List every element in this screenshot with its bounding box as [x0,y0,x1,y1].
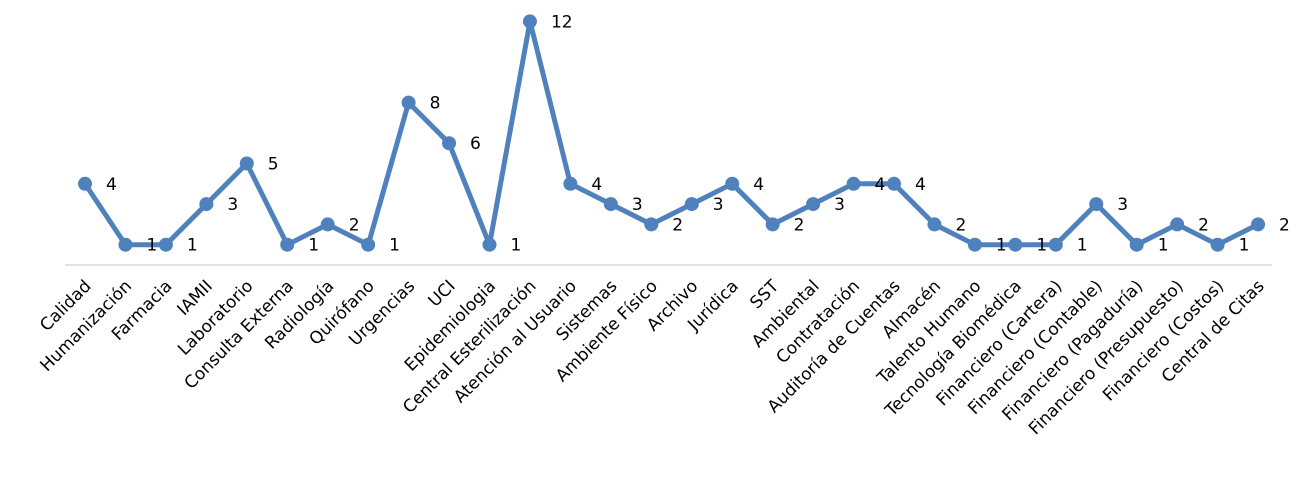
data-label: 3 [632,195,643,215]
data-label: 2 [955,215,966,235]
data-label: 1 [1239,236,1250,256]
data-point [482,237,497,252]
data-point [361,237,376,252]
data-label: 3 [227,195,238,215]
data-label: 3 [1117,195,1128,215]
category-tick-labels: CalidadHumanizaciónFarmaciaIAMIILaborato… [36,276,1268,439]
data-label: 1 [1158,236,1169,256]
data-point [563,176,578,191]
series-group [78,14,1266,252]
data-point [1048,237,1063,252]
data-point [239,156,254,171]
data-point [1089,197,1104,212]
data-label: 1 [1036,236,1047,256]
data-label: 5 [268,155,279,175]
data-point [765,217,780,232]
data-label: 6 [470,134,481,154]
data-point [644,217,659,232]
data-point [806,197,821,212]
series-line [82,18,1261,248]
data-point [78,176,92,191]
data-label: 2 [794,215,805,235]
data-label: 2 [1198,215,1209,235]
data-point [522,14,537,29]
data-label: 3 [713,195,724,215]
data-point [401,95,416,110]
data-point [1170,217,1185,232]
data-point [927,217,942,232]
data-label: 12 [551,12,573,32]
data-label: 4 [915,175,926,195]
data-point [684,197,699,212]
data-label: 1 [389,236,400,256]
data-label: 2 [1279,215,1290,235]
data-label: 8 [430,94,441,114]
data-point [1008,237,1023,252]
data-point [887,176,901,191]
data-label: 4 [591,175,602,195]
data-point [603,197,618,212]
data-label: 1 [187,236,198,256]
data-point [846,176,861,191]
data-label: 4 [875,175,886,195]
data-point [118,237,133,252]
data-point [442,136,457,151]
data-point [199,197,214,212]
data-point [1251,217,1266,232]
data-label: 1 [996,236,1007,256]
data-label: 1 [146,236,157,256]
data-label: 4 [753,175,764,195]
data-point [725,176,740,191]
data-point [320,217,335,232]
data-point [967,237,982,252]
data-label: 2 [672,215,683,235]
data-point [280,237,295,252]
data-label: 1 [308,236,319,256]
data-label: 4 [106,175,117,195]
data-point [1210,237,1225,252]
data-label: 1 [511,236,522,256]
category-label: UCI [425,276,460,311]
data-label: 1 [1077,236,1088,256]
data-label: 3 [834,195,845,215]
data-point [158,237,173,252]
data-point [1129,237,1144,252]
data-label: 2 [349,215,360,235]
